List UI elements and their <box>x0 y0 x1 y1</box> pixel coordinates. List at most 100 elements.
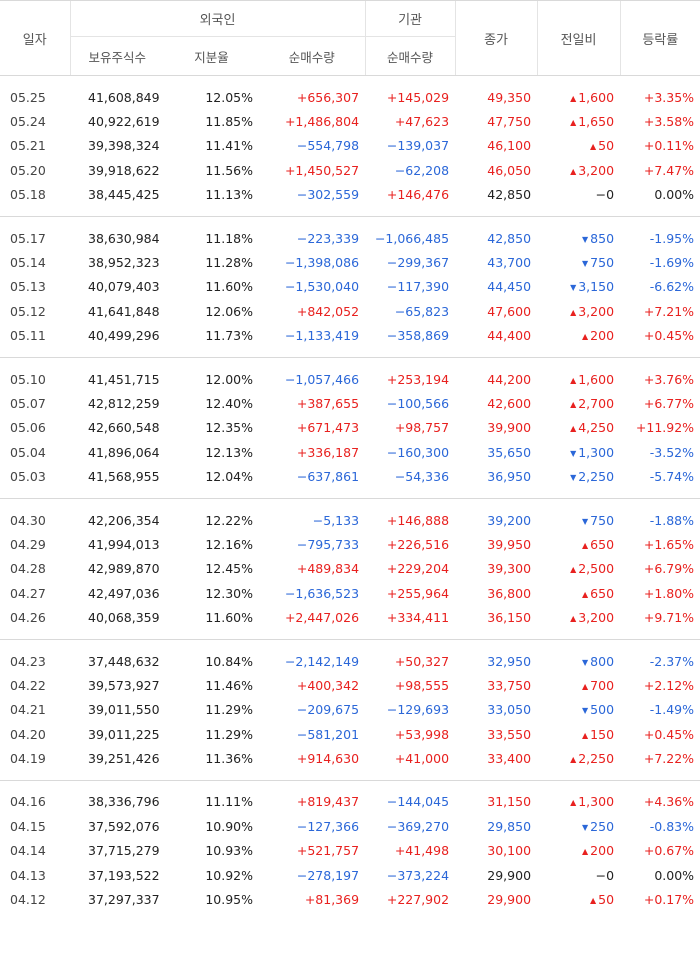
triangle-up-icon: ▲ <box>582 332 589 342</box>
triangle-down-icon: ▼ <box>582 259 589 269</box>
cell-close: 32,950 <box>487 653 532 669</box>
triangle-up-icon: ▲ <box>582 540 589 550</box>
cell-holdings: 41,896,064 <box>88 444 160 460</box>
cell-date: 05.24 <box>10 114 46 130</box>
table-row: 05.11 40,499,296 11.73% −1,133,419 −358,869 4… <box>0 324 700 348</box>
cell-change: ▼ 850 <box>537 226 620 250</box>
cell-date: 05.25 <box>10 89 46 105</box>
cell-close: 39,300 <box>487 561 532 577</box>
cell-inst-net: +53,998 <box>394 726 450 742</box>
cell-rate: +7.21% <box>643 303 695 319</box>
cell-foreign-net: +1,450,527 <box>284 162 360 178</box>
cell-inst-net: +255,964 <box>386 585 450 601</box>
table-header: 일자 외국인 기관 종가 전일비 등락률 보유주식수 지분율 순매수량 순매수량 <box>0 0 700 76</box>
cell-change: ▲ 3,200 <box>537 158 620 182</box>
cell-close: 33,550 <box>487 726 532 742</box>
cell-inst-net: +146,888 <box>386 512 450 528</box>
cell-ratio: 12.30% <box>205 585 253 601</box>
cell-holdings: 41,568,955 <box>88 469 160 485</box>
table-row: 05.17 38,630,984 11.18% −223,339 −1,066,485 4… <box>0 226 700 250</box>
change-value: 3,200 <box>578 610 615 626</box>
cell-foreign-net: +387,655 <box>296 395 360 411</box>
cell-ratio: 11.11% <box>205 794 253 810</box>
cell-holdings: 38,445,425 <box>88 187 160 203</box>
triangle-up-icon: ▲ <box>570 755 577 765</box>
cell-date: 04.28 <box>10 561 46 577</box>
cell-ratio: 12.45% <box>205 561 253 577</box>
change-value: 2,500 <box>578 561 615 577</box>
table-row: 04.12 37,297,337 10.95% +81,369 +227,902 29,9… <box>0 887 700 911</box>
cell-rate: -6.62% <box>649 279 695 295</box>
change-value: 700 <box>590 677 615 693</box>
change-value: 4,250 <box>578 420 615 436</box>
cell-change: ▲ 150 <box>537 722 620 746</box>
triangle-down-icon: ▼ <box>582 516 589 526</box>
cell-close: 33,750 <box>487 677 532 693</box>
triangle-down-icon: ▼ <box>582 706 589 716</box>
change-value: 750 <box>590 512 615 528</box>
cell-holdings: 39,398,324 <box>88 138 160 154</box>
cell-date: 04.16 <box>10 794 46 810</box>
table-row: 05.03 41,568,955 12.04% −637,861 −54,336 36,9… <box>0 464 700 488</box>
header-institution: 기관 <box>364 0 456 37</box>
cell-change: ▲ 1,600 <box>537 85 620 109</box>
triangle-up-icon: ▲ <box>570 93 577 103</box>
triangle-up-icon: ▲ <box>582 589 589 599</box>
cell-date: 05.04 <box>10 444 46 460</box>
cell-ratio: 11.73% <box>205 328 253 344</box>
cell-ratio: 11.13% <box>205 187 253 203</box>
cell-holdings: 41,451,715 <box>88 371 160 387</box>
table-row: 04.16 38,336,796 11.11% +819,437 −144,045 31,… <box>0 790 700 814</box>
cell-holdings: 37,448,632 <box>88 653 160 669</box>
cell-rate: +6.79% <box>643 561 695 577</box>
triangle-up-icon: ▲ <box>570 118 577 128</box>
cell-date: 04.15 <box>10 818 46 834</box>
cell-rate: +3.58% <box>643 114 695 130</box>
cell-holdings: 39,011,225 <box>88 726 160 742</box>
cell-holdings: 40,079,403 <box>88 279 160 295</box>
table-row: 04.19 39,251,426 11.36% +914,630 +41,000 33,4… <box>0 746 700 770</box>
cell-foreign-net: +489,834 <box>296 561 360 577</box>
triangle-up-icon: ▲ <box>570 166 577 176</box>
table-row: 04.26 40,068,359 11.60% +2,447,026 +334,411 3… <box>0 605 700 629</box>
table-row: 04.30 42,206,354 12.22% −5,133 +146,888 39,20… <box>0 508 700 532</box>
cell-close: 29,850 <box>487 818 532 834</box>
cell-inst-net: −358,869 <box>386 328 450 344</box>
cell-rate: +0.11% <box>643 138 695 154</box>
cell-inst-net: −373,224 <box>386 867 450 883</box>
cell-close: 44,400 <box>487 328 532 344</box>
table-row: 04.20 39,011,225 11.29% −581,201 +53,998 33,5… <box>0 722 700 746</box>
cell-holdings: 38,952,323 <box>88 255 160 271</box>
header-holdings: 보유주식수 <box>69 36 164 76</box>
triangle-up-icon: ▲ <box>582 681 589 691</box>
cell-ratio: 12.13% <box>205 444 253 460</box>
cell-foreign-net: −278,197 <box>296 867 360 883</box>
cell-date: 05.18 <box>10 187 46 203</box>
header-foreign-net: 순매수량 <box>259 36 366 76</box>
cell-holdings: 42,206,354 <box>88 512 160 528</box>
header-ratio: 지분율 <box>164 36 259 76</box>
cell-ratio: 11.18% <box>205 230 253 246</box>
change-flat-sign: − <box>595 187 607 203</box>
cell-holdings: 39,918,622 <box>88 162 160 178</box>
cell-inst-net: +334,411 <box>386 610 450 626</box>
cell-close: 49,350 <box>487 89 532 105</box>
cell-change: ▼ 3,150 <box>537 275 620 299</box>
cell-change: ▲ 2,500 <box>537 557 620 581</box>
cell-foreign-net: +400,342 <box>296 677 360 693</box>
cell-holdings: 42,989,870 <box>88 561 160 577</box>
cell-ratio: 12.40% <box>205 395 253 411</box>
cell-change: ▲ 700 <box>537 673 620 697</box>
cell-foreign-net: +1,486,804 <box>284 114 360 130</box>
triangle-down-icon: ▼ <box>570 448 577 458</box>
cell-date: 05.14 <box>10 255 46 271</box>
cell-foreign-net: −2,142,149 <box>284 653 360 669</box>
cell-foreign-net: −1,133,419 <box>284 328 360 344</box>
change-value: 1,650 <box>578 114 615 130</box>
cell-date: 05.06 <box>10 420 46 436</box>
cell-inst-net: +145,029 <box>386 89 450 105</box>
cell-holdings: 37,592,076 <box>88 818 160 834</box>
cell-close: 44,200 <box>487 371 532 387</box>
cell-date: 04.14 <box>10 843 46 859</box>
cell-inst-net: +226,516 <box>386 536 450 552</box>
